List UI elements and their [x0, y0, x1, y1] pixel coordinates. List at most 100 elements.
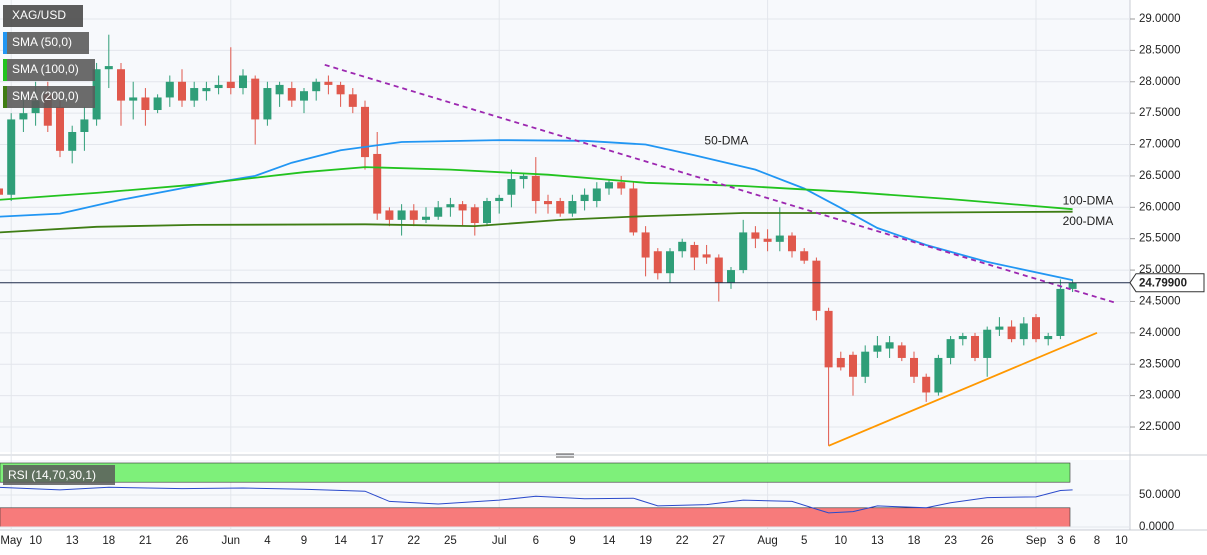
- candle-body[interactable]: [397, 210, 406, 220]
- candle-body[interactable]: [361, 106, 369, 158]
- candle-body[interactable]: [605, 182, 613, 189]
- candle-body[interactable]: [873, 345, 882, 352]
- candle-body[interactable]: [202, 88, 211, 92]
- candle-body[interactable]: [702, 254, 711, 258]
- candle-body[interactable]: [470, 207, 479, 223]
- candle-body[interactable]: [190, 88, 199, 101]
- candle-body[interactable]: [885, 342, 894, 349]
- candle-body[interactable]: [446, 204, 455, 208]
- candle-body[interactable]: [129, 97, 138, 101]
- candle-body[interactable]: [629, 188, 638, 233]
- candle-body[interactable]: [983, 329, 992, 358]
- candle-body[interactable]: [385, 210, 394, 220]
- candle-body[interactable]: [1068, 282, 1077, 289]
- legend-box[interactable]: [3, 32, 89, 54]
- candle-body[interactable]: [690, 244, 699, 258]
- candle-body[interactable]: [800, 251, 809, 261]
- candle-body[interactable]: [92, 69, 101, 120]
- trend-line[interactable]: [324, 63, 1116, 304]
- candle-body[interactable]: [861, 351, 870, 377]
- candle-body[interactable]: [1056, 288, 1065, 336]
- candle-body[interactable]: [849, 354, 857, 377]
- candle-body[interactable]: [1032, 317, 1040, 340]
- candle-body[interactable]: [824, 310, 833, 368]
- candle-body[interactable]: [666, 251, 674, 274]
- legend-box[interactable]: [3, 59, 95, 81]
- candle-body[interactable]: [751, 232, 760, 239]
- candle-body[interactable]: [739, 232, 748, 271]
- candle-body[interactable]: [617, 182, 626, 189]
- candle-body[interactable]: [422, 216, 430, 220]
- candle-body[interactable]: [7, 119, 16, 195]
- candle-body[interactable]: [324, 81, 333, 85]
- candle-body[interactable]: [19, 113, 28, 120]
- candle-body[interactable]: [836, 357, 845, 368]
- candle-body[interactable]: [788, 235, 796, 252]
- candle-body[interactable]: [117, 69, 125, 101]
- candle-body[interactable]: [653, 251, 662, 274]
- candle-body[interactable]: [287, 88, 296, 101]
- candle-body[interactable]: [763, 238, 772, 242]
- candle-body[interactable]: [312, 81, 321, 92]
- candle-body[interactable]: [556, 201, 565, 214]
- rsi-legend-label[interactable]: RSI (14,70,30,1): [8, 468, 96, 482]
- candle-body[interactable]: [483, 201, 491, 223]
- candle-body[interactable]: [153, 97, 162, 111]
- candle-body[interactable]: [348, 94, 357, 107]
- legend-box[interactable]: [3, 86, 95, 108]
- candle-body[interactable]: [178, 81, 186, 101]
- candle-body[interactable]: [544, 201, 552, 205]
- candle-body[interactable]: [434, 207, 443, 217]
- candle-body[interactable]: [958, 335, 967, 340]
- candle-body[interactable]: [507, 179, 516, 195]
- candle-body[interactable]: [214, 84, 223, 89]
- candle-body[interactable]: [714, 257, 723, 283]
- candle-body[interactable]: [1044, 335, 1053, 340]
- legend-label[interactable]: SMA (200,0): [12, 89, 79, 103]
- candle-body[interactable]: [922, 376, 931, 393]
- candle-body[interactable]: [775, 235, 784, 242]
- candle-body[interactable]: [336, 84, 345, 95]
- candle-body[interactable]: [592, 188, 601, 202]
- candle-body[interactable]: [56, 106, 64, 151]
- candle-body[interactable]: [1007, 326, 1016, 340]
- candle-body[interactable]: [141, 97, 150, 111]
- trend-line[interactable]: [828, 332, 1098, 447]
- candle-body[interactable]: [68, 131, 77, 151]
- legend-label[interactable]: SMA (100,0): [12, 62, 79, 76]
- candle-body[interactable]: [897, 345, 906, 358]
- candle-body[interactable]: [165, 81, 174, 98]
- candle-body[interactable]: [678, 241, 687, 252]
- candle-body[interactable]: [409, 210, 418, 220]
- candle-body[interactable]: [934, 357, 943, 393]
- candle-body[interactable]: [226, 81, 235, 89]
- candle-body[interactable]: [300, 91, 308, 101]
- candle-body[interactable]: [995, 326, 1004, 330]
- candle-body[interactable]: [104, 66, 113, 70]
- candle-body[interactable]: [1019, 323, 1028, 340]
- candle-body[interactable]: [0, 188, 3, 195]
- candle-body[interactable]: [80, 119, 89, 132]
- candle-body[interactable]: [971, 335, 979, 358]
- candle-body[interactable]: [641, 232, 650, 258]
- candle-body[interactable]: [531, 175, 540, 202]
- divider-handle[interactable]: [556, 453, 574, 458]
- legend-label[interactable]: SMA (50,0): [12, 35, 72, 49]
- candle-body[interactable]: [251, 78, 260, 120]
- candle-body[interactable]: [910, 357, 918, 377]
- rsi-legend-box[interactable]: [3, 465, 115, 485]
- candle-body[interactable]: [458, 204, 467, 211]
- candle-body[interactable]: [43, 94, 52, 126]
- candle-body[interactable]: [580, 194, 589, 202]
- candle-body[interactable]: [727, 270, 735, 283]
- legend-box[interactable]: [3, 5, 83, 27]
- candle-body[interactable]: [263, 88, 272, 120]
- candle-body[interactable]: [519, 175, 528, 180]
- candle-body[interactable]: [239, 75, 247, 89]
- candle-body[interactable]: [812, 260, 821, 311]
- candle-body[interactable]: [275, 84, 284, 95]
- candle-body[interactable]: [373, 153, 382, 214]
- candle-body[interactable]: [946, 339, 955, 358]
- candle-body[interactable]: [568, 201, 577, 214]
- legend-label[interactable]: XAG/USD: [12, 8, 66, 22]
